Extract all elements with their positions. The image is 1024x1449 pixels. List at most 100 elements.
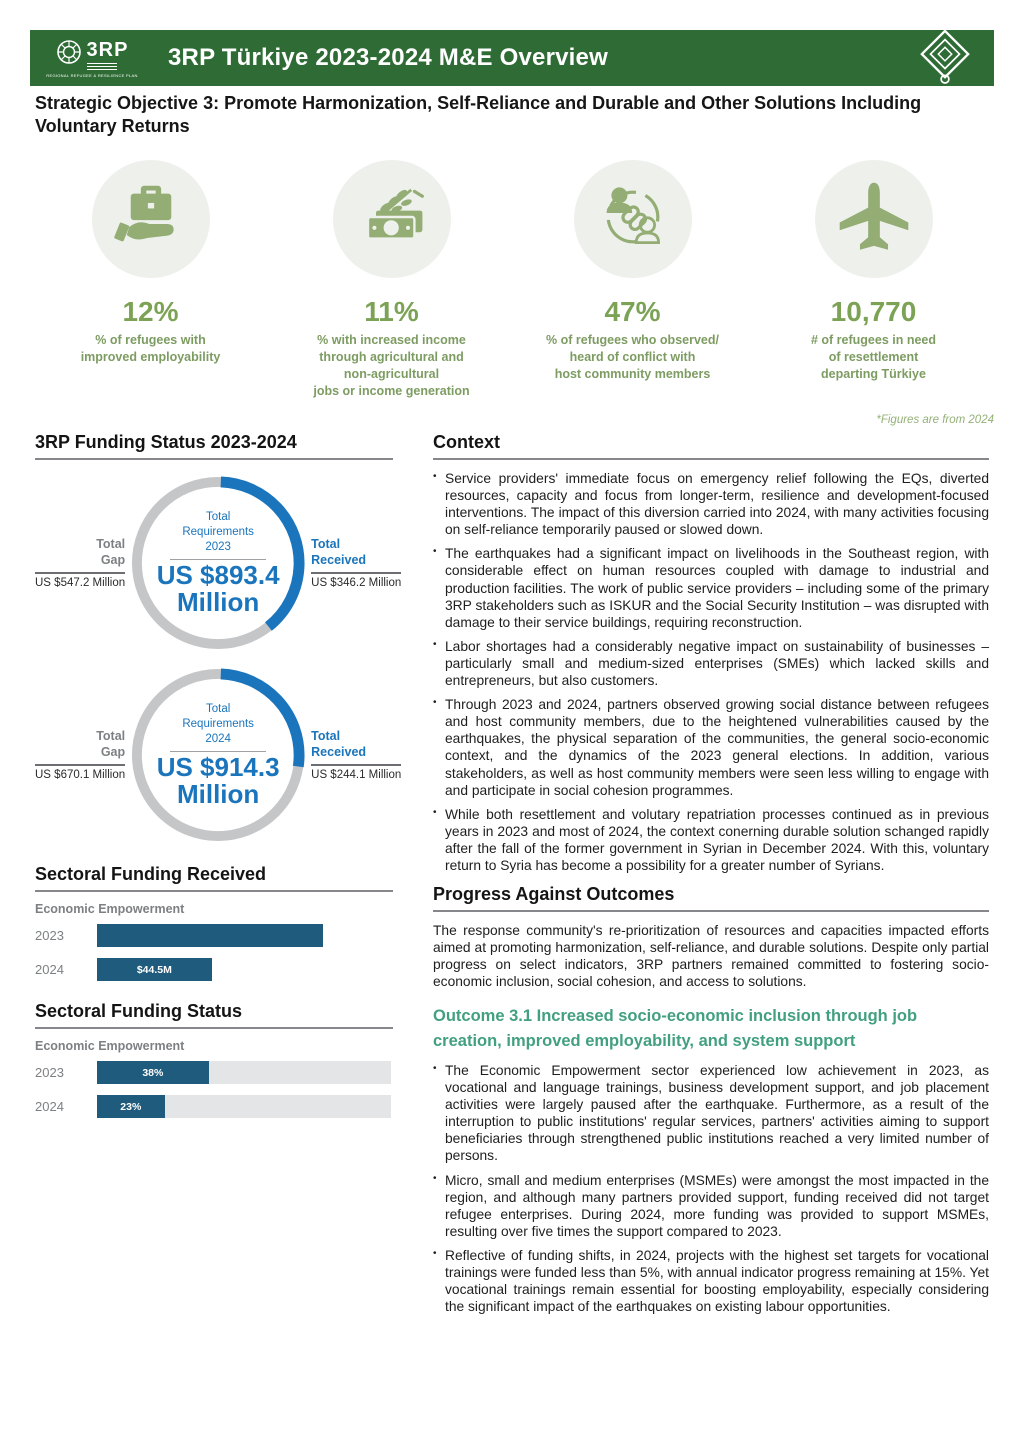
funding-status-heading: 3RP Funding Status 2023-2024	[35, 432, 297, 452]
stat-label: % of refugees with improved employabilit…	[80, 333, 221, 364]
donut-received-arc	[131, 476, 305, 650]
bar-year-label: 2023	[35, 928, 64, 943]
stat-label: % with increased income through agricult…	[313, 333, 470, 398]
stat-income: 11% % with increased income through agri…	[271, 160, 512, 400]
wheat-money-icon	[352, 177, 432, 262]
label-rule	[311, 571, 402, 574]
stat-value: 47%	[604, 296, 661, 327]
received-label-block: Total Received US $346.2 Million	[311, 537, 402, 589]
logo-caption: REGIONAL REFUGEE & RESILIENCE PLAN	[46, 72, 138, 78]
header-bar: 3RP REGIONAL REFUGEE & RESILIENCE PLAN 3…	[30, 28, 994, 89]
context-bullet-list: Service providers' immediate focus on em…	[433, 470, 989, 874]
funding-donut-2024: Total Gap US $670.1 Million Total Requir…	[35, 666, 402, 844]
outcome-bullet: Micro, small and medium enterprises (MSM…	[433, 1172, 989, 1240]
total-requirements-unit: Million	[176, 586, 260, 617]
received-label: Total Received	[311, 537, 367, 567]
total-requirements-amount: US $893.4	[156, 559, 280, 590]
received-label-block: Total Received US $244.1 Million	[311, 729, 402, 781]
sectoral-status-heading: Sectoral Funding Status	[35, 1001, 243, 1021]
center-line: 2024	[205, 732, 231, 745]
strategic-objective-heading: Strategic Objective 3: Promote Harmoniza…	[35, 93, 922, 137]
gap-label: Total Gap	[96, 729, 126, 759]
received-value: US $346.2 Million	[311, 576, 402, 589]
gap-value: US $670.1 Million	[35, 768, 126, 781]
sector-label: Economic Empowerment	[35, 902, 185, 916]
outcome-bullet: The Economic Empowerment sector experien…	[433, 1062, 989, 1165]
received-bar-2024: $44.5M	[97, 958, 212, 981]
bar-year-label: 2024	[35, 1099, 64, 1114]
stat-circle	[91, 160, 210, 278]
stat-value: 11%	[364, 296, 419, 327]
bar-track: $44.5M	[97, 958, 391, 981]
center-line: 2023	[205, 540, 231, 553]
context-bullet: Service providers' immediate focus on em…	[433, 470, 989, 538]
sectoral-received-heading: Sectoral Funding Received	[35, 864, 267, 884]
outcome-bullet: Reflective of funding shifts, in 2024, p…	[433, 1247, 989, 1315]
figures-note: *Figures are from 2024	[876, 414, 994, 426]
total-requirements-unit: Million	[176, 778, 260, 809]
bar-track: 38%	[97, 1061, 391, 1084]
context-bullet: While both resettlement and volutary rep…	[433, 806, 989, 874]
center-rule	[170, 558, 267, 560]
gap-label-block: Total Gap US $670.1 Million	[35, 729, 126, 781]
stat-label: # of refugees in need of resettlement de…	[810, 333, 937, 381]
page-title: 3RP Türkiye 2023-2024 M&E Overview	[168, 44, 608, 71]
heading-rule	[433, 458, 989, 460]
received-bar-row-2024: 2024 $44.5M	[35, 958, 393, 981]
context-bullet: Labor shortages had a considerably negat…	[433, 638, 989, 689]
logo-text: 3RP	[86, 38, 129, 61]
gap-label: Total Gap	[96, 537, 126, 567]
status-bar-row-2023: 2023 38%	[35, 1061, 393, 1084]
sector-label: Economic Empowerment	[35, 1039, 185, 1053]
context-bullet: The earthquakes had a significant impact…	[433, 545, 989, 630]
progress-intro: The response community's re-prioritizati…	[433, 923, 989, 990]
gap-value: US $547.2 Million	[35, 576, 126, 589]
donut-chart-2023: Total Requirements 2023 US $893.4 Millio…	[129, 474, 307, 652]
3rp-logo: 3RP REGIONAL REFUGEE & RESILIENCE PLAN	[44, 39, 140, 78]
label-rule	[35, 763, 126, 766]
3rp-emblem-icon	[56, 39, 82, 65]
stat-employability: 12% % of refugees with improved employab…	[30, 160, 271, 400]
left-column: 3RP Funding Status 2023-2024 Total Gap U…	[35, 432, 402, 1322]
donut-center-text: Total Requirements 2024 US $914.3 Millio…	[129, 666, 307, 844]
donut-received-arc	[131, 668, 305, 842]
key-indicators-row: 12% % of refugees with improved employab…	[30, 160, 994, 400]
heading-rule	[35, 1027, 393, 1029]
stat-resettlement: 10,770 # of refugees in need of resettle…	[753, 160, 994, 400]
center-rule	[170, 750, 267, 752]
bar-track: 23%	[97, 1095, 391, 1118]
received-bar-row-2023: 2023	[35, 924, 393, 947]
stat-value: 10,770	[830, 296, 917, 327]
heading-rule	[433, 910, 989, 913]
donut-center-text: Total Requirements 2023 US $893.4 Millio…	[129, 474, 307, 652]
stat-social-cohesion: 47% % of refugees who observed/ heard of…	[512, 160, 753, 400]
heading-rule	[35, 458, 393, 460]
ornament-icon	[918, 28, 972, 89]
outcome-bullet-list: The Economic Empowerment sector experien…	[433, 1062, 989, 1315]
context-heading: Context	[433, 432, 500, 452]
total-requirements-amount: US $914.3	[156, 751, 280, 782]
bar-year-label: 2024	[35, 962, 64, 977]
bar-year-label: 2023	[35, 1065, 64, 1080]
stat-label: % of refugees who observed/ heard of con…	[546, 333, 719, 381]
donut-chart-2024: Total Requirements 2024 US $914.3 Millio…	[129, 666, 307, 844]
logo-lines	[86, 62, 117, 64]
status-bar-2024: 23%	[97, 1095, 165, 1118]
center-line: Requirements	[182, 717, 254, 730]
status-bar-row-2024: 2024 23%	[35, 1095, 393, 1118]
outcome-3-1-heading: Outcome 3.1 Increased socio-economic inc…	[433, 1007, 918, 1051]
progress-heading: Progress Against Outcomes	[433, 884, 675, 905]
community-link-icon	[593, 177, 673, 262]
context-bullet: Through 2023 and 2024, partners observed…	[433, 696, 989, 799]
stat-circle	[573, 160, 692, 278]
received-bar-2023	[97, 924, 324, 947]
center-line: Total	[205, 510, 231, 523]
briefcase-hand-icon	[112, 178, 190, 261]
bar-track	[97, 924, 391, 947]
stat-value: 12%	[122, 296, 179, 327]
center-line: Requirements	[182, 525, 254, 538]
received-value: US $244.1 Million	[311, 768, 402, 781]
airplane-icon	[835, 178, 913, 261]
center-line: Total	[205, 702, 231, 715]
stat-circle	[332, 160, 451, 278]
